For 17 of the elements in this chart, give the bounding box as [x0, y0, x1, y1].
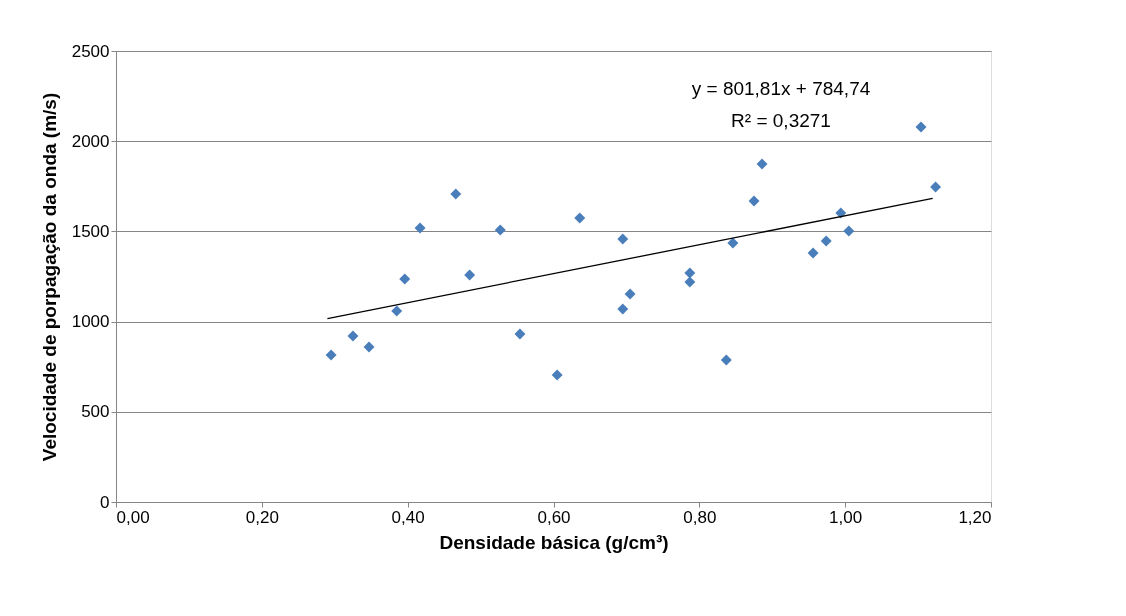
x-tick-label: 0,40	[391, 507, 425, 527]
annotation: y = 801,81x + 784,74	[691, 78, 871, 99]
x-tick-label: 0,20	[245, 507, 279, 527]
x-tick-label: 1,00	[829, 507, 863, 527]
y-tick-label: 1000	[71, 312, 110, 332]
x-axis-title: Densidade básica (g/cm³)	[439, 531, 669, 553]
x-tick-label: 0,80	[683, 507, 717, 527]
y-tick-label: 2500	[71, 41, 110, 61]
x-tick-label: 1,20	[958, 507, 992, 527]
y-axis-title: Velocidade de porpagação da onda (m/s)	[38, 92, 60, 462]
y-tick-label: 0	[100, 492, 110, 512]
y-tick-label: 2000	[71, 131, 110, 151]
y-tick-label: 1500	[71, 221, 110, 241]
x-tick-label: 0,60	[537, 507, 571, 527]
x-tick-label: 0,00	[116, 507, 150, 527]
y-tick-label: 500	[81, 402, 110, 422]
annotation: R² = 0,3271	[731, 110, 831, 131]
